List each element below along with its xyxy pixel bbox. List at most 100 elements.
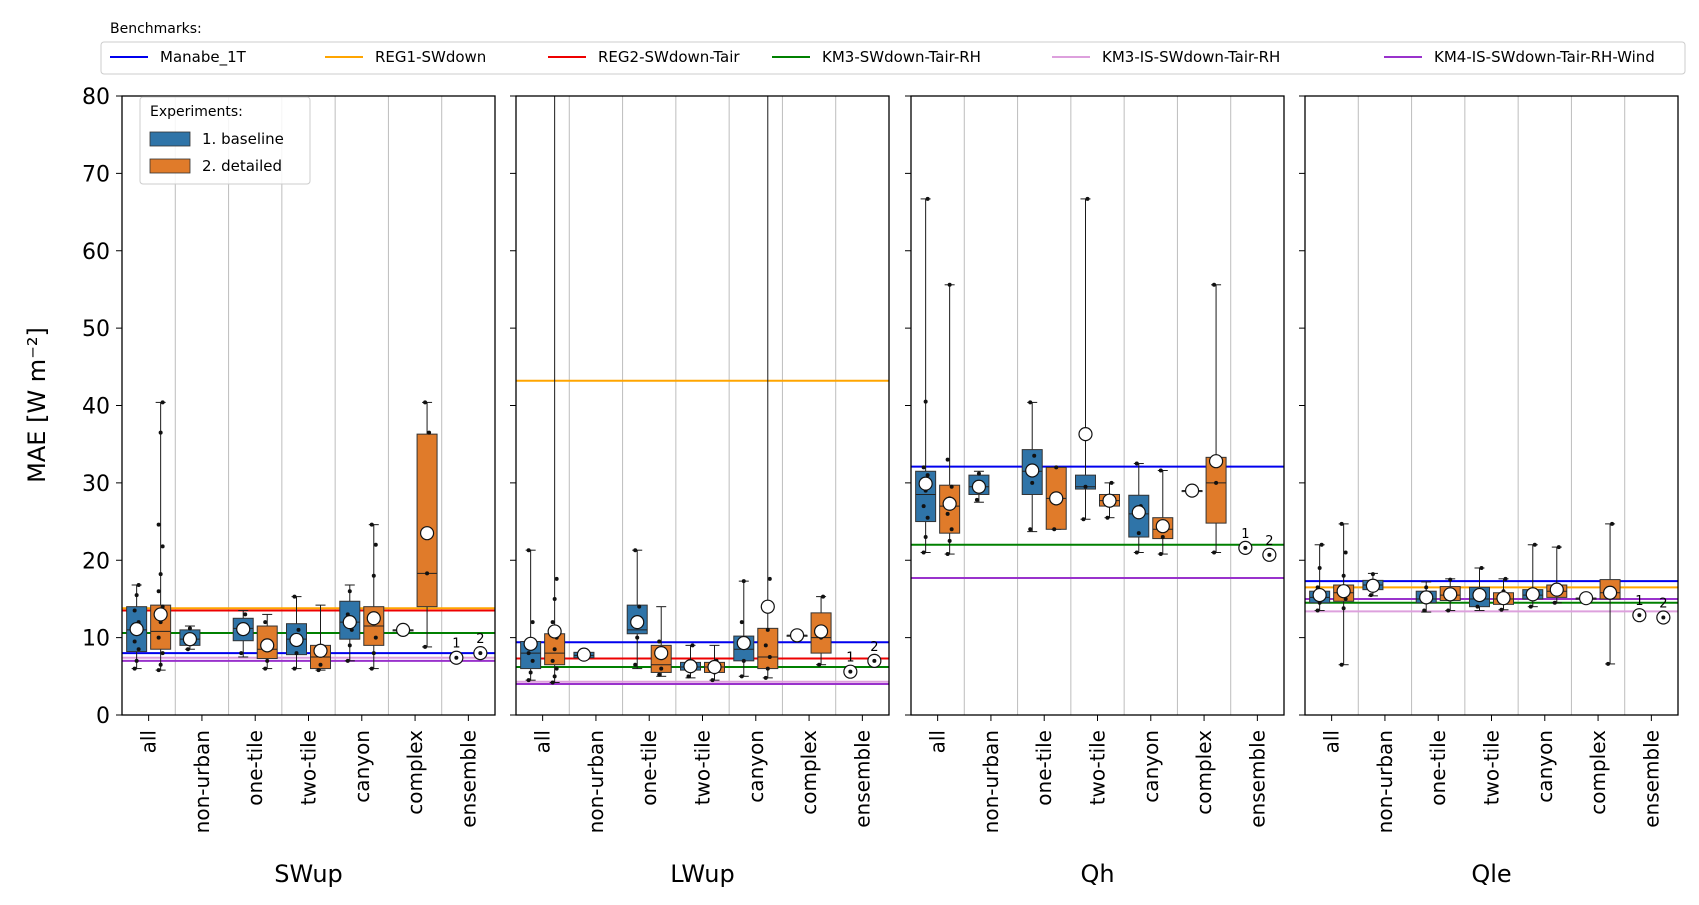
x-tick-label-non-urban: non-urban: [190, 730, 214, 833]
x-tick-label-one-tile: one-tile: [1032, 730, 1056, 806]
panel-lwup: 1 2 all non-urban one-tile two-tile canyon comp…: [510, 95, 890, 888]
ensemble-label-2: 2: [1659, 597, 1667, 612]
data-point-canyon-2: [1158, 468, 1163, 473]
mean-marker-non-urban-1: [182, 632, 198, 647]
data-point-canyon-1: [739, 674, 744, 679]
data-point-all-2: [160, 544, 165, 549]
panel-qle: 1 2 all non-urban one-tile two-tile canyon comp…: [1299, 95, 1679, 888]
data-point-canyon-2: [767, 576, 772, 581]
mean-marker-canyon-2: [760, 599, 775, 614]
data-point-complex-2: [423, 400, 428, 405]
data-point-two-tile-1: [1081, 517, 1086, 522]
x-tick-label-all: all: [531, 730, 555, 753]
data-point-two-tile-1: [686, 674, 691, 679]
ensemble-label-2: 2: [1265, 534, 1273, 549]
benchmarks-legend-title: Benchmarks:: [110, 21, 202, 37]
panel-background: [911, 96, 1284, 715]
data-point-all-1: [923, 535, 928, 540]
data-point-all-2: [1341, 573, 1346, 578]
panel-background: [516, 96, 889, 715]
data-point-all-1: [1317, 565, 1322, 570]
panel-title: Qle: [1471, 860, 1511, 888]
data-point-all-1: [132, 608, 137, 613]
data-point-all-1: [921, 465, 926, 470]
data-point-one-tile-1: [1028, 400, 1033, 405]
mean-marker-all-1: [918, 476, 933, 491]
mean-marker-complex-2: [1208, 454, 1224, 469]
ensemble-point-ensemble-1: [1243, 545, 1248, 550]
data-point-all-1: [526, 651, 531, 656]
data-point-one-tile-2: [659, 666, 664, 671]
data-point-one-tile-1: [633, 662, 638, 667]
mean-marker-two-tile-2: [1496, 591, 1511, 606]
data-point-complex-2: [1610, 521, 1615, 526]
x-tick-label-complex: complex: [797, 730, 821, 815]
data-point-all-2: [554, 576, 559, 581]
benchmark-legend-label-2: REG1-SWdown: [375, 48, 486, 66]
data-point-all-1: [1315, 608, 1320, 613]
data-point-canyon-2: [1160, 535, 1165, 540]
data-point-one-tile-2: [263, 620, 268, 625]
mean-marker-complex-2: [419, 526, 435, 541]
data-point-two-tile-1: [296, 627, 301, 632]
data-point-all-2: [156, 522, 161, 527]
experiment-legend-label-2: 2. detailed: [202, 157, 282, 175]
data-point-all-2: [947, 282, 952, 287]
ensemble-point-ensemble-2: [872, 658, 877, 663]
benchmark-legend-label-1: Manabe_1T: [160, 48, 247, 67]
x-tick-label-complex: complex: [1192, 730, 1216, 815]
ensemble-point-ensemble-1: [1637, 613, 1642, 618]
ensemble-point-ensemble-2: [1267, 552, 1272, 557]
data-point-canyon-2: [1556, 545, 1561, 550]
data-point-one-tile-1: [239, 651, 244, 656]
data-point-two-tile-1: [1475, 604, 1480, 609]
data-point-all-2: [550, 620, 555, 625]
data-point-all-2: [550, 658, 555, 663]
data-point-canyon-2: [765, 666, 770, 671]
data-point-all-2: [158, 430, 163, 435]
data-point-canyon-1: [1528, 604, 1533, 609]
data-point-all-2: [1341, 606, 1346, 611]
data-point-one-tile-1: [1030, 480, 1035, 485]
data-point-canyon-1: [347, 589, 352, 594]
panel-title: LWup: [670, 860, 735, 888]
data-point-complex-2: [1214, 480, 1219, 485]
data-point-one-tile-1: [1032, 453, 1037, 458]
data-point-all-1: [134, 593, 139, 598]
data-point-canyon-2: [767, 654, 772, 659]
data-point-canyon-2: [763, 643, 768, 648]
ensemble-point-ensemble-1: [848, 669, 853, 674]
data-point-all-2: [160, 400, 165, 405]
data-point-one-tile-1: [1028, 527, 1033, 532]
panel-background: [1305, 96, 1678, 715]
data-point-two-tile-1: [292, 594, 297, 599]
mean-marker-canyon-2: [366, 611, 381, 626]
data-point-all-2: [156, 635, 161, 640]
data-point-two-tile-2: [710, 678, 715, 683]
data-point-two-tile-1: [1083, 484, 1088, 489]
data-point-complex-2: [1606, 661, 1611, 666]
mean-marker-all-2: [942, 496, 957, 511]
data-point-one-tile-2: [1052, 527, 1057, 532]
data-point-canyon-2: [371, 573, 376, 578]
mean-marker-one-tile-1: [236, 622, 251, 637]
y-tick-label: 40: [82, 395, 110, 420]
mean-marker-complex-1: [1184, 483, 1200, 498]
experiment-legend-swatch-1: [149, 131, 191, 147]
y-tick-label: 0: [96, 704, 110, 729]
mean-marker-one-tile-1: [1419, 590, 1434, 605]
mean-marker-two-tile-1: [683, 659, 698, 674]
mean-marker-canyon-1: [1131, 505, 1146, 520]
data-point-one-tile-2: [265, 658, 270, 663]
data-point-one-tile-2: [1054, 465, 1059, 470]
x-tick-label-non-urban: non-urban: [584, 730, 608, 833]
data-point-one-tile-2: [657, 672, 662, 677]
data-point-two-tile-2: [1503, 576, 1508, 581]
data-point-all-2: [550, 680, 555, 685]
data-point-all-2: [1339, 662, 1344, 667]
mean-marker-all-2: [547, 624, 562, 639]
ensemble-point-ensemble-2: [1661, 615, 1666, 620]
data-point-complex-2: [1212, 282, 1217, 287]
panel-background: [122, 96, 495, 715]
